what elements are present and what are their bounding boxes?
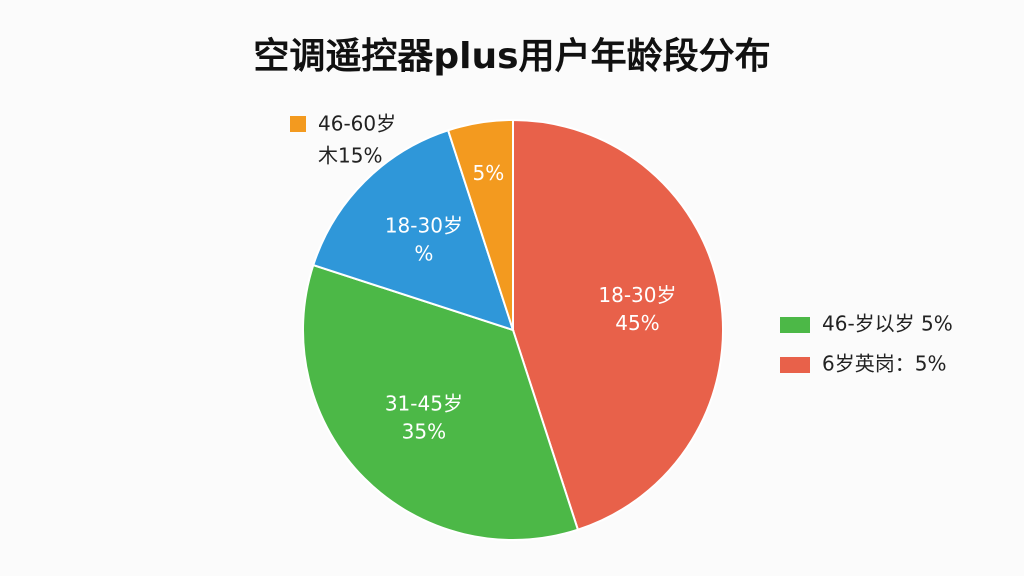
pie-slice xyxy=(302,263,580,541)
chart-title: 空调遥控器plus用户年龄段分布 xyxy=(253,36,770,77)
legend-swatch xyxy=(780,317,810,333)
slice-value-label: 45% xyxy=(615,311,659,335)
legend-label: 6岁英岗：5% xyxy=(822,352,946,376)
pie-slice xyxy=(312,129,515,332)
legend-label: 46-岁以岁 5% xyxy=(822,312,953,336)
slice-value-label: % xyxy=(414,241,433,265)
legend-swatch xyxy=(290,116,306,132)
legend-swatch xyxy=(780,357,810,373)
slice-value-label: 5% xyxy=(472,161,504,185)
pie-slice xyxy=(512,118,724,531)
slice-label: 31-45岁 xyxy=(385,392,463,416)
slice-label: 18-30岁 xyxy=(385,213,463,237)
pie-slice xyxy=(446,118,514,331)
legend-sublabel: 木15% xyxy=(318,144,382,168)
slice-value-label: 35% xyxy=(402,420,446,444)
slice-label: 18-30岁 xyxy=(598,283,676,307)
legend-label: 46-60岁 xyxy=(318,112,396,136)
